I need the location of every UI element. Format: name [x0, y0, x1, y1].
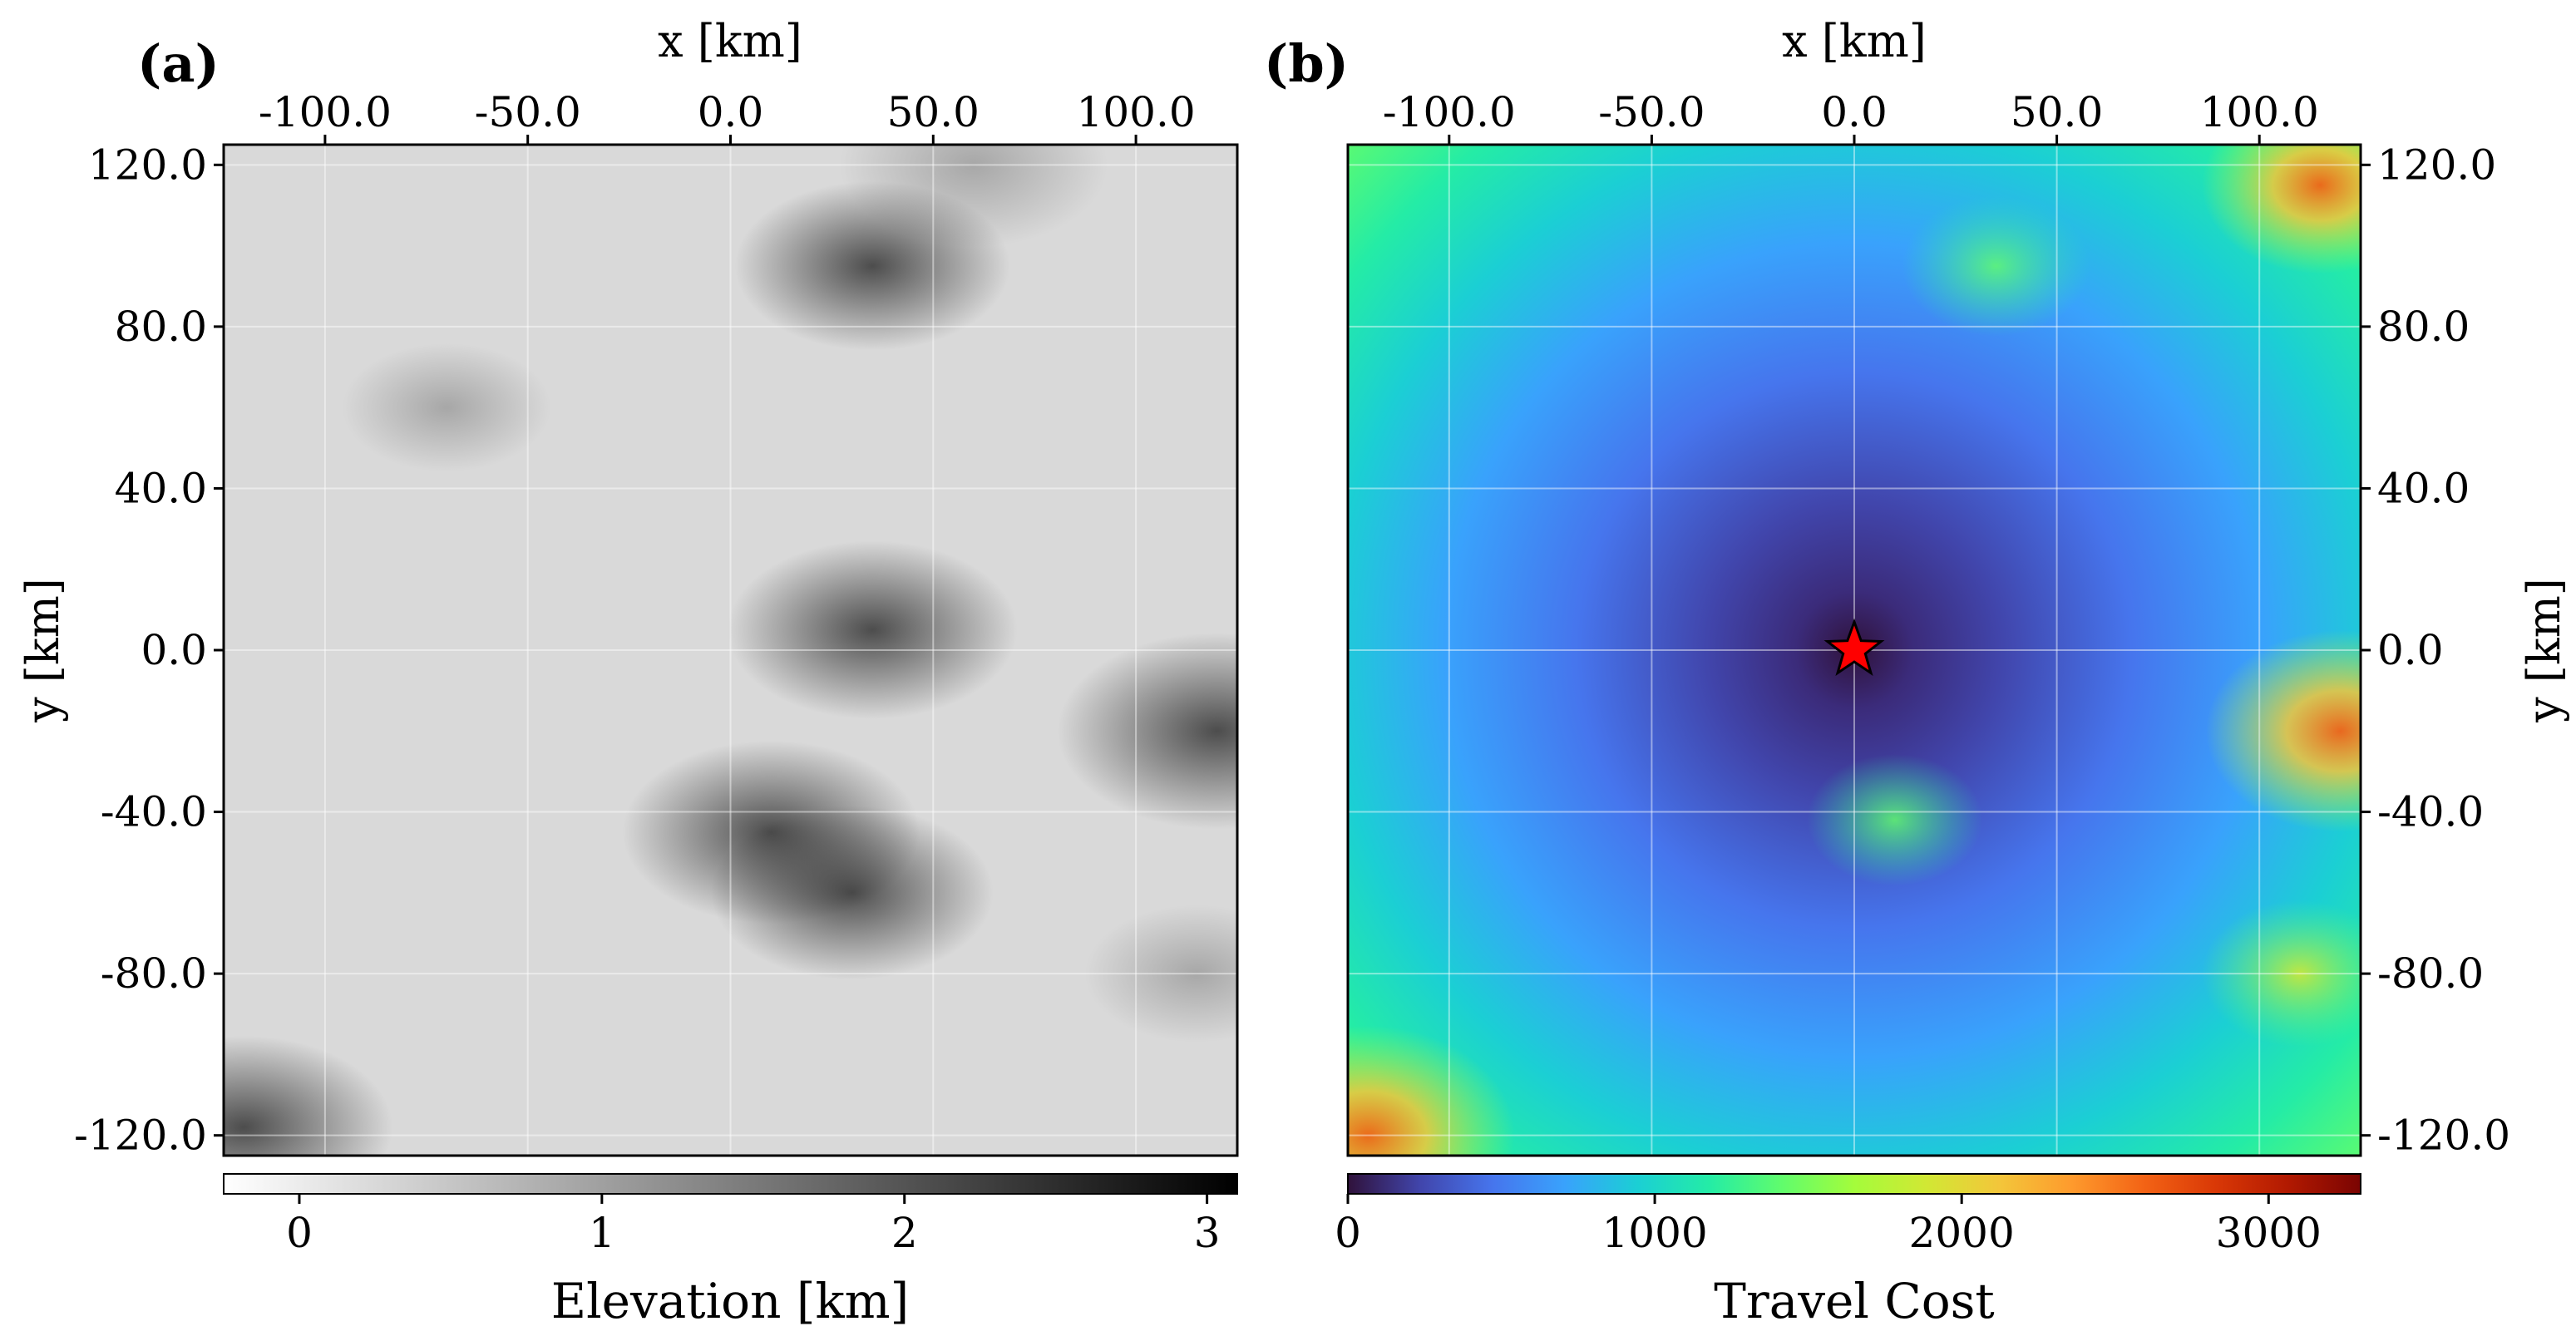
panel-b-ytick-label: 80.0 [2377, 303, 2470, 351]
travel-cost-feature [1902, 195, 2090, 337]
panel-b-ytick-label: 120.0 [2377, 141, 2496, 189]
elevation-feature [224, 1035, 393, 1156]
colorbar-a-tick-label: 1 [589, 1209, 615, 1257]
colorbar-b-tick-label: 3000 [2216, 1209, 2322, 1257]
panel-a-ytick-label: -120.0 [74, 1112, 207, 1160]
panel-b-ytick-label: -40.0 [2377, 788, 2484, 836]
travel-cost-colorbar-label: Travel Cost [1714, 1273, 1994, 1329]
panel-b-ytick-label: -120.0 [2377, 1112, 2510, 1160]
panel-a-ytick-label: -40.0 [101, 788, 207, 836]
panel-b: (b) x [km] y [km] -100.0 -50.0 0.0 50.0 100.… [1264, 15, 2570, 1329]
travel-cost-colorbar-bar [1347, 1173, 2361, 1195]
travel-cost-feature [2205, 630, 2361, 832]
panel-a-ytick-label: 120.0 [88, 141, 207, 189]
panel-a-xtick-label: -50.0 [475, 88, 581, 136]
panel-a-yticks: 120.0 80.0 40.0 0.0 -40.0 -80.0 -120.0 [74, 141, 224, 1160]
panel-a-ytick-label: 80.0 [115, 303, 207, 351]
panel-b-ylabel: y [km] [2518, 578, 2570, 723]
panel-b-yticks: 120.0 80.0 40.0 0.0 -40.0 -80.0 -120.0 [2361, 141, 2510, 1160]
source-star-marker [1823, 618, 1885, 677]
panel-b-xtick-label: 50.0 [2011, 88, 2103, 136]
elevation-feature [1084, 905, 1237, 1043]
panel-a-grid [224, 145, 1237, 1156]
colorbar-b-tick-label: 2000 [1909, 1209, 2015, 1257]
elevation-feature [342, 343, 551, 472]
panel-a-xticks: -100.0 -50.0 0.0 50.0 100.0 [259, 88, 1196, 145]
panel-b-ytick-label: 40.0 [2377, 464, 2470, 512]
panel-a-xlabel: x [km] [658, 15, 802, 67]
panel-a: (a) x [km] y [km] -100.0 -50.0 0.0 50.0 100.… [17, 15, 1239, 1329]
panel-a-xtick-label: 100.0 [1077, 88, 1196, 136]
colorbar-a-tick-label: 2 [891, 1209, 918, 1257]
travel-cost-feature [1348, 1025, 1515, 1156]
panel-b-xtick-label: -100.0 [1383, 88, 1516, 136]
travel-cost-map [1348, 145, 2361, 1156]
elevation-features [224, 145, 1237, 1156]
panel-a-ytick-label: 40.0 [115, 464, 207, 512]
elevation-colorbar-label: Elevation [km] [551, 1273, 910, 1329]
elevation-colorbar: 0 1 2 3 Elevation [km] [223, 1173, 1238, 1329]
elevation-colorbar-ticks: 0 1 2 3 [286, 1194, 1221, 1257]
panel-b-label: (b) [1264, 33, 1349, 94]
elevation-feature [727, 540, 1018, 719]
panel-b-xticks: -100.0 -50.0 0.0 50.0 100.0 [1383, 88, 2319, 145]
elevation-map [224, 145, 1237, 1156]
panel-b-xtick-label: 100.0 [2200, 88, 2319, 136]
panel-a-ytick-label: 0.0 [141, 626, 207, 674]
travel-cost-feature [2202, 145, 2361, 274]
colorbar-b-tick-label: 1000 [1601, 1209, 1707, 1257]
panel-a-ylabel: y [km] [17, 578, 69, 723]
panel-a-xtick-label: 0.0 [698, 88, 764, 136]
colorbar-b-tick-label: 0 [1335, 1209, 1361, 1257]
travel-cost-colorbar: 0 1000 2000 3000 Travel Cost [1335, 1173, 2361, 1329]
elevation-feature [1057, 633, 1237, 830]
panel-a-xtick-label: 50.0 [887, 88, 980, 136]
panel-b-ytick-label: 0.0 [2377, 626, 2444, 674]
elevation-colorbar-bar [223, 1173, 1238, 1195]
elevation-feature [734, 181, 1010, 351]
colorbar-a-tick-label: 3 [1194, 1209, 1221, 1257]
panel-b-xtick-label: 0.0 [1821, 88, 1888, 136]
panel-a-xtick-label: -100.0 [259, 88, 392, 136]
travel-cost-colorbar-ticks: 0 1000 2000 3000 [1335, 1194, 2322, 1257]
travel-cost-feature [2202, 900, 2361, 1048]
panel-b-ytick-label: -80.0 [2377, 949, 2484, 998]
panel-b-xtick-label: -50.0 [1598, 88, 1705, 136]
panel-a-label: (a) [137, 33, 220, 94]
elevation-feature [710, 806, 994, 980]
elevation-map-background [224, 145, 1237, 1156]
travel-cost-feature [1806, 753, 1983, 886]
panel-b-xlabel: x [km] [1782, 15, 1927, 67]
panel-b-grid [1348, 145, 2361, 1156]
colorbar-a-tick-label: 0 [286, 1209, 313, 1257]
travel-cost-features [1348, 145, 2361, 1156]
panel-a-ytick-label: -80.0 [101, 949, 207, 998]
